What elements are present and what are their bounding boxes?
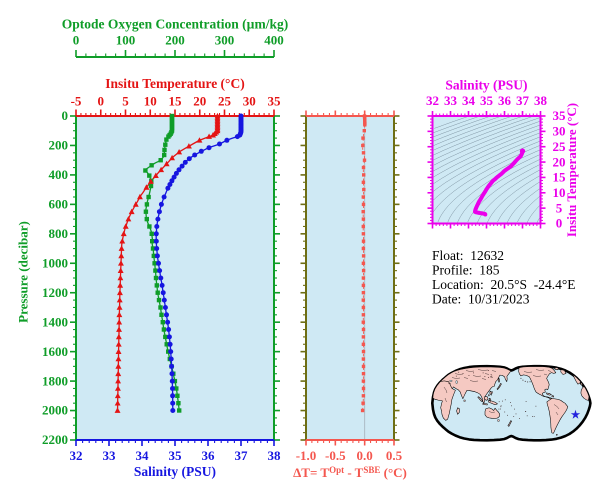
svg-text:1400: 1400 [42, 314, 68, 329]
svg-text:1000: 1000 [42, 255, 68, 270]
svg-text:25: 25 [553, 139, 567, 154]
svg-text:36: 36 [498, 93, 512, 108]
svg-text:32: 32 [426, 93, 439, 108]
svg-text:34: 34 [462, 93, 476, 108]
svg-text:0.5: 0.5 [386, 448, 403, 463]
svg-text:400: 400 [264, 33, 284, 48]
svg-text:0: 0 [556, 216, 563, 231]
svg-text:Insitu Temperature (°C): Insitu Temperature (°C) [105, 76, 244, 91]
svg-text:1800: 1800 [42, 373, 68, 388]
svg-text:600: 600 [49, 197, 69, 212]
svg-text:35: 35 [268, 94, 282, 109]
svg-text:35: 35 [480, 93, 494, 108]
svg-text:400: 400 [49, 167, 69, 182]
svg-text:Float: 12632: Float: 12632 [432, 248, 504, 263]
svg-text:-1.0: -1.0 [296, 448, 317, 463]
svg-text:37: 37 [235, 448, 249, 463]
svg-text:10: 10 [553, 185, 566, 200]
svg-text:1600: 1600 [42, 344, 68, 359]
svg-text:200: 200 [49, 138, 69, 153]
svg-text:800: 800 [49, 226, 69, 241]
svg-text:15: 15 [169, 94, 183, 109]
svg-text:0: 0 [73, 33, 80, 48]
svg-text:30: 30 [243, 94, 256, 109]
svg-text:Optode Oxygen Concentration (µ: Optode Oxygen Concentration (µm/kg) [62, 17, 288, 32]
svg-text:1200: 1200 [42, 285, 68, 300]
svg-text:15: 15 [553, 170, 567, 185]
svg-text:38: 38 [268, 448, 282, 463]
svg-text:0.0: 0.0 [357, 448, 373, 463]
svg-text:Date: 10/31/2023: Date: 10/31/2023 [432, 292, 530, 307]
svg-text:30: 30 [553, 124, 566, 139]
svg-text:20: 20 [193, 94, 206, 109]
svg-text:-5: -5 [71, 94, 82, 109]
svg-text:100: 100 [116, 33, 136, 48]
svg-text:33: 33 [444, 93, 458, 108]
svg-text:20: 20 [553, 154, 566, 169]
svg-text:32: 32 [70, 448, 83, 463]
svg-text:33: 33 [103, 448, 117, 463]
svg-text:ΔT= TOpt - TSBE (°C): ΔT= TOpt - TSBE (°C) [293, 465, 407, 480]
svg-text:5: 5 [122, 94, 129, 109]
svg-text:300: 300 [215, 33, 235, 48]
svg-text:10: 10 [144, 94, 157, 109]
svg-text:25: 25 [218, 94, 232, 109]
svg-text:34: 34 [136, 448, 150, 463]
svg-text:Salinity (PSU): Salinity (PSU) [445, 78, 527, 93]
svg-text:Insitu Temperature (°C): Insitu Temperature (°C) [564, 103, 579, 237]
svg-text:Location: 20.5°S -24.4°E: Location: 20.5°S -24.4°E [432, 277, 576, 292]
svg-text:38: 38 [534, 93, 548, 108]
svg-text:Salinity (PSU): Salinity (PSU) [134, 464, 216, 479]
svg-text:0: 0 [62, 108, 69, 123]
svg-text:37: 37 [516, 93, 530, 108]
svg-text:-0.5: -0.5 [325, 448, 346, 463]
svg-text:35: 35 [169, 448, 183, 463]
svg-text:Profile: 185: Profile: 185 [432, 263, 500, 278]
svg-text:0: 0 [98, 94, 105, 109]
svg-text:36: 36 [202, 448, 216, 463]
svg-text:35: 35 [553, 108, 567, 123]
svg-text:2000: 2000 [42, 403, 68, 418]
svg-text:200: 200 [165, 33, 185, 48]
svg-text:2200: 2200 [42, 432, 68, 447]
svg-text:5: 5 [556, 200, 563, 215]
svg-text:Pressure (decibar): Pressure (decibar) [16, 221, 31, 323]
